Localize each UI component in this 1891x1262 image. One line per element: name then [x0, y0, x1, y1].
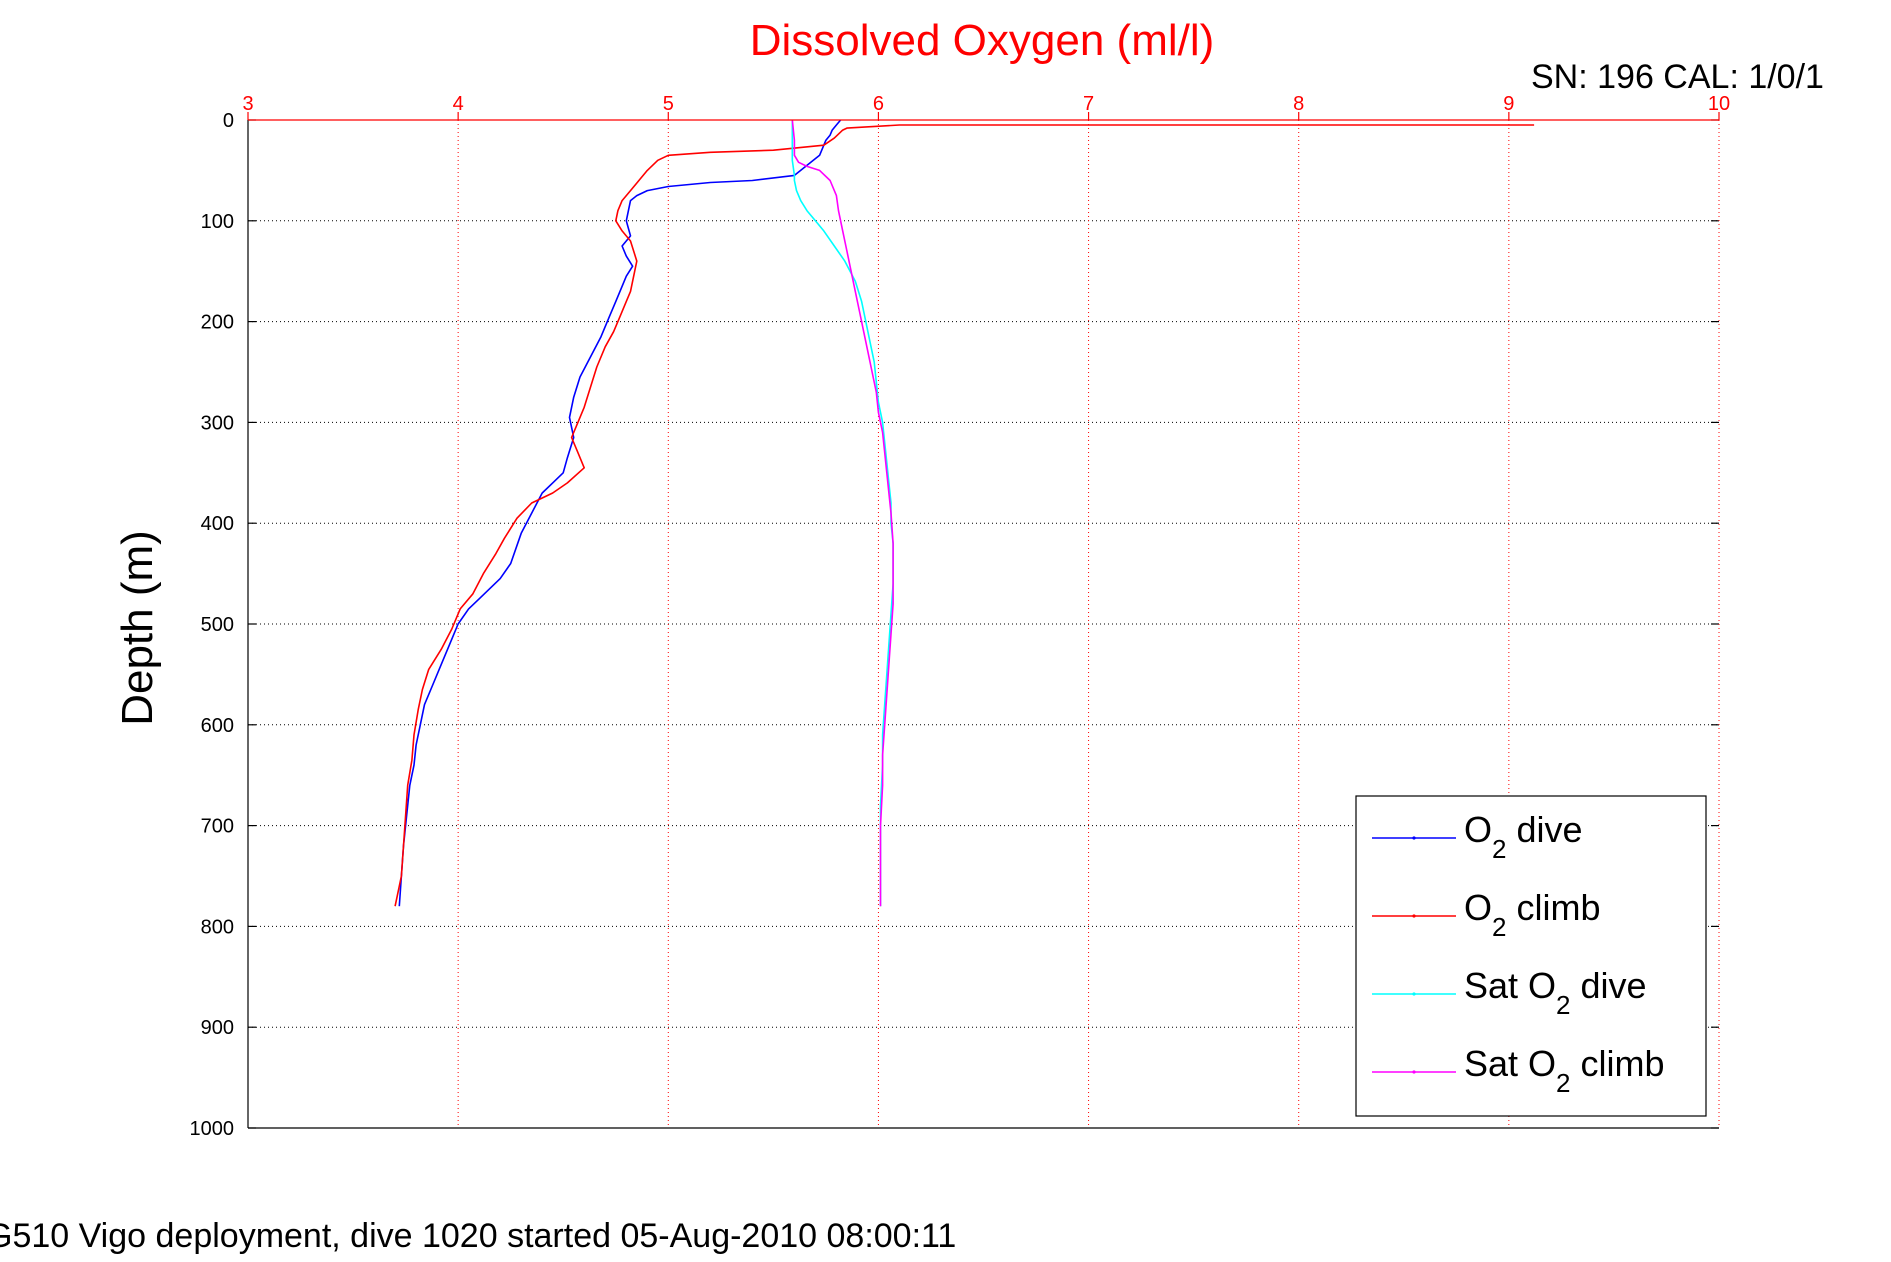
- legend: O2 dive O2 climb Sat O2 dive Sat O2 climb: [1355, 795, 1707, 1117]
- corner-label: SN: 196 CAL: 1/0/1: [1531, 58, 1824, 96]
- legend-entry: Sat O2 climb: [1464, 1043, 1665, 1098]
- x-tick-label: 9: [1503, 93, 1514, 115]
- y-tick-label: 700: [201, 816, 234, 838]
- tick-labels: 0 100 200 300 400 500 600 700 800 900 1000 3 4 5 6 7 8 9 1…: [190, 93, 1731, 1140]
- legend-entry: O2 climb: [1464, 887, 1601, 942]
- series-line-o2-dive: [398, 119, 842, 907]
- x-tick-label: 7: [1083, 93, 1094, 115]
- y-tick-label: 800: [201, 916, 234, 938]
- y-axis-label: Depth (m): [113, 530, 162, 726]
- x-tick-label: 10: [1708, 93, 1730, 115]
- x-tick-label: 3: [242, 93, 253, 115]
- legend-marker: [1412, 992, 1416, 996]
- footer-caption: G510 Vigo deployment, dive 1020 started …: [0, 1217, 956, 1255]
- legend-marker: [1412, 1070, 1416, 1074]
- y-tick-label: 1000: [190, 1118, 235, 1140]
- y-tick-label: 100: [201, 211, 234, 233]
- x-tick-label: 8: [1293, 93, 1304, 115]
- y-tick-label: 600: [201, 715, 234, 737]
- series-line-sat-o2-dive: [791, 120, 894, 907]
- x-tick-label: 4: [453, 93, 464, 115]
- y-tick-label: 500: [201, 614, 234, 636]
- legend-box: [1355, 795, 1707, 1117]
- series-layer: [394, 119, 1535, 907]
- legend-marker: [1412, 914, 1416, 918]
- legend-marker: [1412, 836, 1416, 840]
- x-tick-label: 6: [873, 93, 884, 115]
- grid-layer: [248, 120, 1719, 1128]
- y-tick-label: 900: [201, 1017, 234, 1039]
- y-tick-label: 200: [201, 312, 234, 334]
- legend-entry: Sat O2 dive: [1464, 965, 1647, 1020]
- series-line-o2-climb: [394, 124, 1535, 907]
- series-line-sat-o2-climb: [791, 119, 894, 907]
- axis-layer: [247, 112, 1720, 1129]
- x-tick-label: 5: [663, 93, 674, 115]
- y-tick-label: 300: [201, 412, 234, 434]
- y-tick-label: 400: [201, 513, 234, 535]
- legend-entry: O2 dive: [1464, 809, 1583, 864]
- chart-title: Dissolved Oxygen (ml/l): [750, 16, 1215, 65]
- y-tick-label: 0: [223, 110, 234, 132]
